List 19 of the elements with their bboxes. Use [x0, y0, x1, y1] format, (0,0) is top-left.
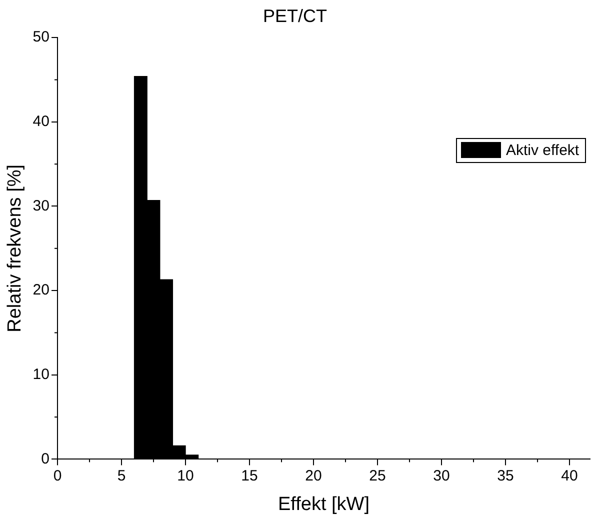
x-tick-label: 40 — [561, 467, 578, 484]
y-tick-label: 20 — [32, 282, 50, 299]
y-tick-label: 30 — [32, 197, 50, 214]
x-tick-label: 10 — [177, 467, 194, 484]
y-tick-label: 40 — [32, 113, 50, 130]
x-tick-label: 5 — [117, 467, 126, 484]
x-tick-label: 20 — [305, 467, 322, 484]
x-axis-title: Effekt [kW] — [278, 494, 370, 515]
x-tick-label: 30 — [433, 467, 450, 484]
legend-label: Aktiv effekt — [506, 142, 580, 159]
y-tick-label: 10 — [32, 366, 50, 384]
y-tick-label: 50 — [32, 28, 50, 46]
x-tick-label: 0 — [53, 467, 62, 484]
x-tick-label: 15 — [241, 467, 258, 484]
chart-title: PET/CT — [262, 6, 328, 26]
x-tick-label: 25 — [369, 467, 386, 484]
y-axis-title: Relativ frekvens [%] — [4, 164, 26, 332]
x-tick-label: 35 — [497, 467, 514, 484]
y-tick-label: 0 — [41, 450, 50, 468]
